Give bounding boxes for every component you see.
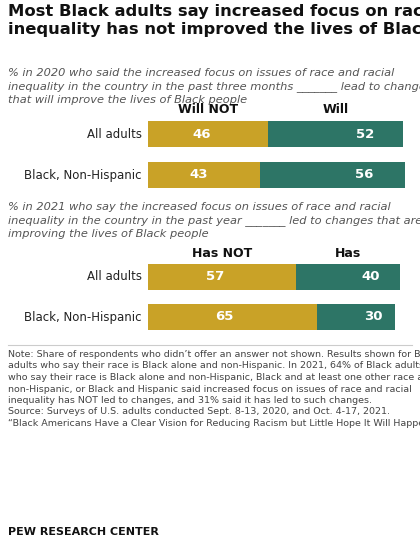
Bar [317, 304, 395, 330]
Text: 52: 52 [356, 128, 374, 141]
Bar [148, 162, 260, 188]
Text: 43: 43 [189, 169, 207, 181]
Text: non-Hispanic, or Black and Hispanic said increased focus on issues of race and r: non-Hispanic, or Black and Hispanic said… [8, 385, 412, 394]
Bar [296, 264, 400, 290]
Bar [148, 264, 296, 290]
Text: 46: 46 [192, 128, 211, 141]
Text: “Black Americans Have a Clear Vision for Reducing Racism but Little Hope It Will: “Black Americans Have a Clear Vision for… [8, 419, 420, 428]
Text: Will: Will [322, 103, 348, 116]
Text: 65: 65 [215, 310, 233, 324]
Text: 30: 30 [364, 310, 382, 324]
Text: % in 2021 who say the increased focus on issues of race and racial
inequality in: % in 2021 who say the increased focus on… [8, 202, 420, 239]
Bar [148, 121, 268, 147]
Bar [268, 121, 403, 147]
Text: Most Black adults say increased focus on racial
inequality has not improved the : Most Black adults say increased focus on… [8, 4, 420, 37]
Text: 57: 57 [205, 270, 224, 283]
Text: 40: 40 [362, 270, 381, 283]
Text: Note: Share of respondents who didn’t offer an answer not shown. Results shown f: Note: Share of respondents who didn’t of… [8, 350, 420, 359]
Text: 56: 56 [355, 169, 374, 181]
Text: inequality has NOT led to changes, and 31% said it has led to such changes.: inequality has NOT led to changes, and 3… [8, 396, 372, 405]
Text: adults who say their race is Black alone and non-Hispanic. In 2021, 64% of Black: adults who say their race is Black alone… [8, 362, 420, 371]
Text: All adults: All adults [87, 128, 142, 141]
Text: % in 2020 who said the increased focus on issues of race and racial
inequality i: % in 2020 who said the increased focus o… [8, 68, 420, 105]
Text: Black, Non-Hispanic: Black, Non-Hispanic [24, 310, 142, 324]
Text: PEW RESEARCH CENTER: PEW RESEARCH CENTER [8, 527, 159, 537]
Text: Will NOT: Will NOT [178, 103, 238, 116]
Text: who say their race is Black alone and non-Hispanic, Black and at least one other: who say their race is Black alone and no… [8, 373, 420, 382]
Text: Black, Non-Hispanic: Black, Non-Hispanic [24, 169, 142, 181]
Bar [148, 304, 317, 330]
Text: Source: Surveys of U.S. adults conducted Sept. 8-13, 2020, and Oct. 4-17, 2021.: Source: Surveys of U.S. adults conducted… [8, 408, 390, 417]
Text: Has NOT: Has NOT [192, 247, 252, 260]
Bar [260, 162, 405, 188]
Text: Has: Has [335, 247, 361, 260]
Text: All adults: All adults [87, 270, 142, 283]
